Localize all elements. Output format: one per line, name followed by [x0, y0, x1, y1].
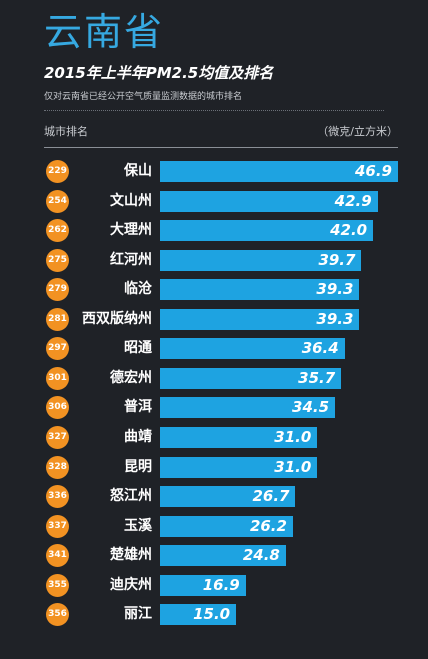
chart-row: 昆明 328 31.0: [0, 455, 428, 480]
value-label: 26.7: [252, 487, 290, 506]
city-label: 保山: [124, 163, 152, 179]
value-label: 36.4: [301, 339, 339, 358]
chart-subtitle: 仅对云南省已经公开空气质量监测数据的城市排名: [44, 92, 243, 102]
bar: 26.2: [160, 515, 293, 537]
chart-row: 红河州 275 39.7: [0, 248, 428, 273]
chart-row: 保山 229 46.9: [0, 159, 428, 184]
rank-badge: 275: [46, 248, 69, 272]
bar: 31.0: [160, 456, 318, 478]
chart-title: 2015年上半年PM2.5均值及排名: [44, 64, 274, 82]
bar: 39.3: [160, 279, 360, 301]
rank-badge: 262: [46, 219, 69, 243]
dotted-divider: [44, 110, 384, 111]
chart-row: 文山州 254 42.9: [0, 189, 428, 214]
bar: 31.0: [160, 426, 318, 448]
chart-row: 大理州 262 42.0: [0, 218, 428, 243]
city-label: 迪庆州: [110, 576, 152, 593]
bar: 35.7: [160, 367, 342, 389]
chart-row: 玉溪 337 26.2: [0, 514, 428, 539]
value-label: 46.9: [354, 162, 392, 180]
rank-badge: 327: [46, 425, 69, 449]
bar: 15.0: [160, 604, 237, 626]
bar: 39.7: [160, 249, 362, 271]
rank-badge: 336: [46, 485, 69, 509]
rank-badge: 306: [46, 396, 69, 420]
city-label: 玉溪: [124, 517, 152, 534]
bar: 26.7: [160, 486, 296, 508]
rank-badge: 328: [46, 455, 69, 479]
chart-row: 德宏州 301 35.7: [0, 366, 428, 391]
province-title: 云南省: [44, 10, 165, 54]
bar: 39.3: [160, 308, 360, 330]
rank-badge: 297: [46, 337, 69, 361]
chart-row: 怒江州 336 26.7: [0, 484, 428, 509]
rank-badge: 301: [46, 366, 69, 390]
city-rank-header: 城市排名: [44, 125, 88, 138]
city-label: 红河州: [110, 251, 152, 268]
city-label: 昭通: [124, 340, 152, 357]
city-label: 临沧: [124, 281, 152, 298]
chart-row: 普洱 306 34.5: [0, 395, 428, 420]
bar: 34.5: [160, 397, 336, 419]
bar: 46.9: [160, 161, 398, 182]
bar: 24.8: [160, 545, 286, 567]
chart-row: 临沧 279 39.3: [0, 277, 428, 302]
value-label: 15.0: [193, 605, 231, 624]
bar: 42.9: [160, 190, 378, 212]
chart-row: 昭通 297 36.4: [0, 336, 428, 361]
value-label: 16.9: [202, 575, 240, 594]
rank-badge: 254: [46, 189, 69, 213]
chart-row: 迪庆州 355 16.9: [0, 573, 428, 598]
value-label: 31.0: [274, 427, 312, 446]
value-label: 31.0: [274, 457, 312, 476]
bar: 36.4: [160, 338, 345, 360]
city-label: 曲靖: [124, 428, 152, 445]
value-label: 35.7: [298, 368, 336, 387]
chart-row: 西双版纳州 281 39.3: [0, 307, 428, 332]
city-label: 怒江州: [110, 488, 152, 505]
city-label: 昆明: [124, 458, 152, 475]
city-label: 楚雄州: [110, 547, 152, 564]
rank-badge: 229: [46, 160, 69, 183]
city-label: 西双版纳州: [82, 310, 152, 327]
bar: 16.9: [160, 574, 246, 596]
unit-header: （微克/立方米）: [317, 125, 398, 138]
value-label: 39.3: [316, 280, 354, 299]
value-label: 24.8: [242, 546, 280, 565]
city-label: 普洱: [124, 399, 152, 416]
city-label: 丽江: [124, 606, 152, 623]
value-label: 42.0: [330, 221, 368, 240]
rank-badge: 281: [46, 307, 69, 331]
city-label: 德宏州: [110, 369, 152, 386]
rank-badge: 356: [46, 603, 69, 627]
value-label: 39.3: [316, 309, 354, 328]
rank-badge: 341: [46, 544, 69, 568]
city-label: 大理州: [110, 222, 152, 239]
bar: 42.0: [160, 220, 374, 242]
value-label: 34.5: [292, 398, 330, 417]
chart-row: 曲靖 327 31.0: [0, 425, 428, 450]
chart-row: 丽江 356 15.0: [0, 602, 428, 627]
rank-badge: 279: [46, 278, 69, 302]
value-label: 42.9: [334, 191, 372, 210]
rank-badge: 337: [46, 514, 69, 538]
city-label: 文山州: [110, 192, 152, 209]
header-rule: [44, 147, 398, 148]
rank-badge: 355: [46, 573, 69, 597]
value-label: 39.7: [318, 250, 356, 269]
value-label: 26.2: [249, 516, 287, 535]
chart-row: 楚雄州 341 24.8: [0, 543, 428, 568]
